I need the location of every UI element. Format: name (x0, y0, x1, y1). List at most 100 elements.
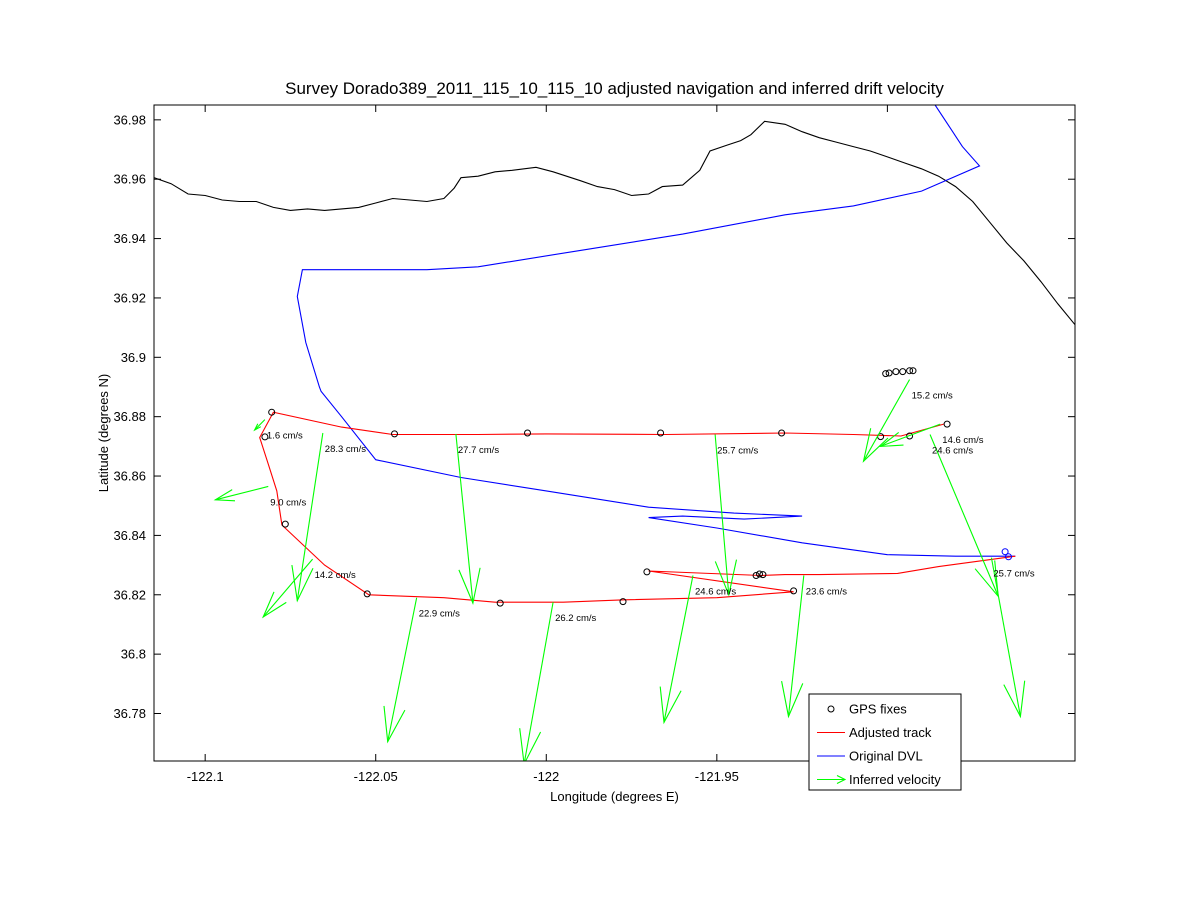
y-tick-label: 36.98 (113, 112, 146, 127)
gps-fix-point (752, 572, 760, 579)
velocity-arrow-head (1003, 680, 1026, 719)
chart-title: Survey Dorado389_2011_115_10_115_10 adju… (285, 79, 944, 98)
gps-fix-point (882, 370, 890, 378)
velocity-label: 14.6 cm/s (942, 435, 983, 446)
velocity-arrow-head (458, 567, 481, 605)
velocity-arrow-shaft (455, 433, 474, 604)
gps-fix-point (281, 520, 289, 528)
velocity-arrow-head (253, 423, 262, 432)
velocity-arrow (519, 602, 554, 761)
velocity-arrow-shaft (929, 434, 999, 597)
velocity-arrow (383, 597, 418, 744)
velocity-arrow-shaft (387, 597, 418, 742)
velocity-label: 25.7 cm/s (717, 446, 758, 457)
velocity-arrow-shaft (262, 558, 314, 618)
legend-label: GPS fixes (849, 702, 907, 717)
velocity-arrow-head (291, 565, 314, 603)
velocity-arrow-shaft (663, 575, 694, 723)
x-tick-label: -122.05 (354, 769, 398, 784)
gps-fix-point (756, 570, 763, 578)
velocity-arrow (261, 558, 314, 619)
velocity-arrow-shaft (524, 602, 554, 761)
gps-fix-point (892, 368, 900, 376)
gps-fix-point (391, 430, 398, 438)
velocity-arrow (659, 575, 694, 725)
velocity-arrow-shaft (215, 485, 269, 501)
legend-label: Inferred velocity (849, 772, 941, 787)
legend-label: Original DVL (849, 749, 923, 764)
legend-gps-marker (827, 705, 835, 713)
gps-fix-point (906, 432, 914, 440)
y-axis-label: Latitude (degrees N) (96, 374, 111, 493)
gps-fix-point (909, 367, 917, 375)
y-tick-label: 36.9 (121, 350, 146, 365)
velocity-arrow-shaft (714, 434, 730, 595)
gps-fix-point (1156, 556, 1162, 562)
velocity-arrow (990, 557, 1026, 719)
velocity-label: 14.2 cm/s (315, 570, 356, 581)
legend: GPS fixes Adjusted track Original DVL Infer… (808, 693, 962, 791)
gps-fix-point (261, 433, 269, 441)
y-tick-label: 36.78 (113, 706, 146, 721)
y-tick-label: 36.92 (113, 290, 146, 305)
gps-fix-point (906, 367, 914, 375)
y-tick-label: 36.96 (113, 172, 146, 187)
velocity-arrow-head (781, 680, 804, 719)
velocity-arrow-shaft (787, 575, 805, 717)
velocity-arrow (213, 485, 269, 502)
x-tick-label: -121.95 (695, 769, 739, 784)
velocity-arrow (781, 575, 805, 719)
velocity-arrow-head (659, 686, 682, 725)
velocity-arrow-shaft (990, 557, 1021, 717)
gps-fix-point (759, 571, 767, 579)
velocity-arrow (253, 419, 266, 432)
velocity-arrow (714, 434, 738, 597)
plot-area (154, 105, 1075, 761)
velocity-label: 1.6 cm/s (267, 431, 303, 442)
velocity-arrow-shaft (254, 419, 266, 431)
velocity-label: 23.6 cm/s (806, 587, 847, 598)
gps-fix-point (885, 369, 893, 377)
plot-layer: 1.6 cm/s 28.3 cm/s 27.7 cm/s 25.7 cm/s 15.2 … (154, 105, 1162, 761)
velocity-arrow-head (519, 728, 542, 761)
ticks-layer: -122.1-122.05-122-121.95-121.936.7836.83… (113, 105, 1075, 784)
velocity-arrow-head (383, 705, 406, 744)
coastline (154, 120, 1075, 326)
velocity-arrow (878, 423, 941, 448)
gps-fix-point (1001, 548, 1009, 556)
gps-fix-point (943, 420, 951, 428)
legend-label: Adjusted track (849, 725, 932, 740)
gps-fix-point (524, 429, 531, 437)
gps-fix-point (778, 429, 786, 437)
velocity-arrow-head (261, 591, 287, 619)
velocity-arrow (862, 379, 911, 463)
velocity-arrow-head (878, 431, 904, 448)
y-tick-label: 36.8 (121, 647, 146, 662)
y-tick-label: 36.84 (113, 528, 146, 543)
gps-fix-point (619, 598, 627, 606)
velocity-label: 27.7 cm/s (458, 445, 499, 456)
velocity-label: 22.9 cm/s (419, 609, 460, 620)
velocity-label: 24.6 cm/s (695, 587, 736, 598)
velocity-label: 26.2 cm/s (555, 613, 596, 624)
gps-fix-point (790, 587, 798, 595)
gps-fix-point (643, 568, 651, 576)
gps-fix-point (657, 429, 665, 437)
velocity-arrow-head (714, 559, 738, 597)
velocity-label: 28.3 cm/s (325, 444, 366, 455)
y-tick-label: 36.88 (113, 409, 146, 424)
velocity-arrow-shaft (880, 423, 941, 447)
legend-arrow-head (836, 775, 847, 784)
velocity-label: 15.2 cm/s (912, 391, 953, 402)
gps-fix-point (363, 590, 371, 598)
velocity-label: 25.7 cm/s (993, 569, 1034, 580)
velocity-arrow-shaft (863, 379, 911, 462)
y-tick-label: 36.86 (113, 469, 146, 484)
original-dvl-line (296, 105, 1016, 557)
gps-fix-point (1005, 553, 1012, 561)
velocity-arrow-head (862, 428, 889, 463)
x-axis-label: Longitude (degrees E) (550, 789, 679, 804)
x-tick-label: -122.1 (187, 769, 224, 784)
plot-frame (153, 104, 1076, 762)
